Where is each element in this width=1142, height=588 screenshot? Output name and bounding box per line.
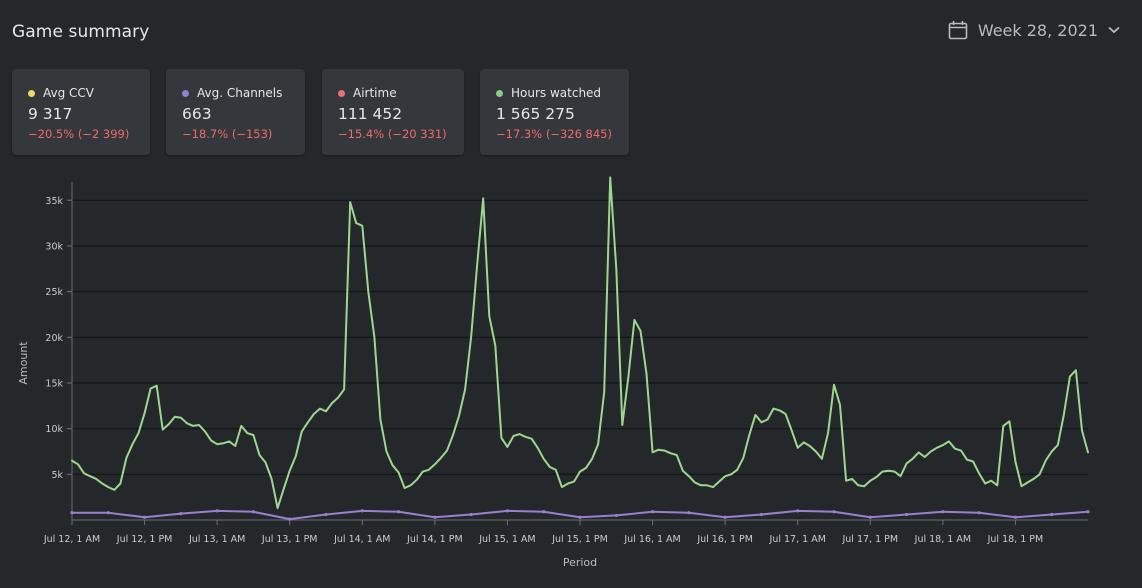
x-tick-label: Jul 18, 1 AM [914,534,971,545]
series-point [1050,512,1054,517]
x-tick-label: Jul 18, 1 PM [987,534,1044,545]
line-chart: 5k 10k 15k 20k 25k 30k 35k Jul 12, 1 AM Jul 12, … [17,176,1090,569]
x-tick-label: Jul 14, 1 PM [406,534,463,545]
page-title: Game summary [12,22,150,42]
x-tick-label: Jul 15, 1 PM [551,534,608,545]
card-change: −18.7% (−153) [182,127,273,141]
card-value: 663 [182,105,212,123]
x-tick-label: Jul 17, 1 PM [841,534,898,545]
y-tick-label: 25k [45,287,63,298]
series-point [941,510,945,514]
series-point [687,511,691,515]
y-tick-label: 5k [51,470,63,481]
series-point [505,509,510,513]
y-tick-label: 10k [45,424,63,435]
series-point [832,510,836,514]
y-tick-label: 30k [45,241,63,252]
x-tick-label: Jul 16, 1 PM [696,534,753,545]
x-tick-label: Jul 16, 1 AM [623,534,680,545]
week-selector[interactable]: Week 28, 2021 [948,20,1120,40]
series-point [723,515,727,519]
series-point [868,515,872,519]
card-change: −20.5% (−2 399) [28,127,130,141]
card-change: −15.4% (−20 331) [338,127,447,141]
series-point [796,509,800,513]
card-label: Hours watched [511,86,602,100]
series-point [433,515,437,519]
x-tick-label: Jul 13, 1 PM [261,534,318,545]
hours-watched-dot [496,89,503,97]
series-line-0 [71,176,1089,510]
x-tick-label: Jul 17, 1 AM [769,534,826,545]
card-change: −17.3% (−326 845) [496,127,612,141]
series-point [360,509,364,513]
series-point [650,510,655,514]
y-tick-label: 15k [45,378,63,389]
calendar-icon [948,20,968,40]
series-point [578,515,582,519]
series-point [1013,515,1018,519]
card-airtime: Airtime 111 452 −15.4% (−20 331) [322,69,464,155]
card-value: 111 452 [338,105,403,123]
x-tick-label: Jul 13, 1 AM [188,534,245,545]
card-value: 1 565 275 [496,105,575,123]
week-label: Week 28, 2021 [977,20,1098,40]
card-value: 9 317 [28,105,73,123]
airtime-dot [338,89,345,97]
series-point [614,513,618,518]
x-tick-label: Jul 12, 1 AM [43,534,100,545]
series-point [215,509,219,513]
series-point [324,512,328,517]
y-tick-label: 20k [45,333,63,344]
series-point [396,510,401,514]
y-tick-label: 35k [45,196,63,207]
x-tick-label: Jul 14, 1 AM [333,534,390,545]
x-tick-label: Jul 12, 1 PM [116,534,173,545]
series-point [904,512,909,517]
series-point [759,512,764,517]
card-label: Airtime [353,86,397,100]
series-point [469,512,473,517]
card-avg-ccv: Avg CCV 9 317 −20.5% (−2 399) [12,69,150,155]
series-point [977,511,981,515]
series-point [179,512,183,516]
card-label: Avg CCV [43,86,95,100]
x-axis-title: Period [563,556,597,569]
card-avg-channels: Avg. Channels 663 −18.7% (−153) [166,69,305,155]
card-label: Avg. Channels [197,86,283,100]
x-tick-label: Jul 15, 1 AM [478,534,535,545]
series-point [70,511,74,515]
avg-channels-dot [182,89,189,97]
chevron-down-icon [1108,26,1120,34]
series-point [288,517,292,521]
series-point [142,515,147,519]
avg-ccv-dot [28,89,35,97]
card-hours-watched: Hours watched 1 565 275 −17.3% (−326 845… [480,69,629,155]
series-point [106,511,110,515]
y-axis-title: Amount [17,341,30,385]
series-point [1086,510,1090,514]
series-point [542,510,546,514]
series-point [251,510,256,514]
